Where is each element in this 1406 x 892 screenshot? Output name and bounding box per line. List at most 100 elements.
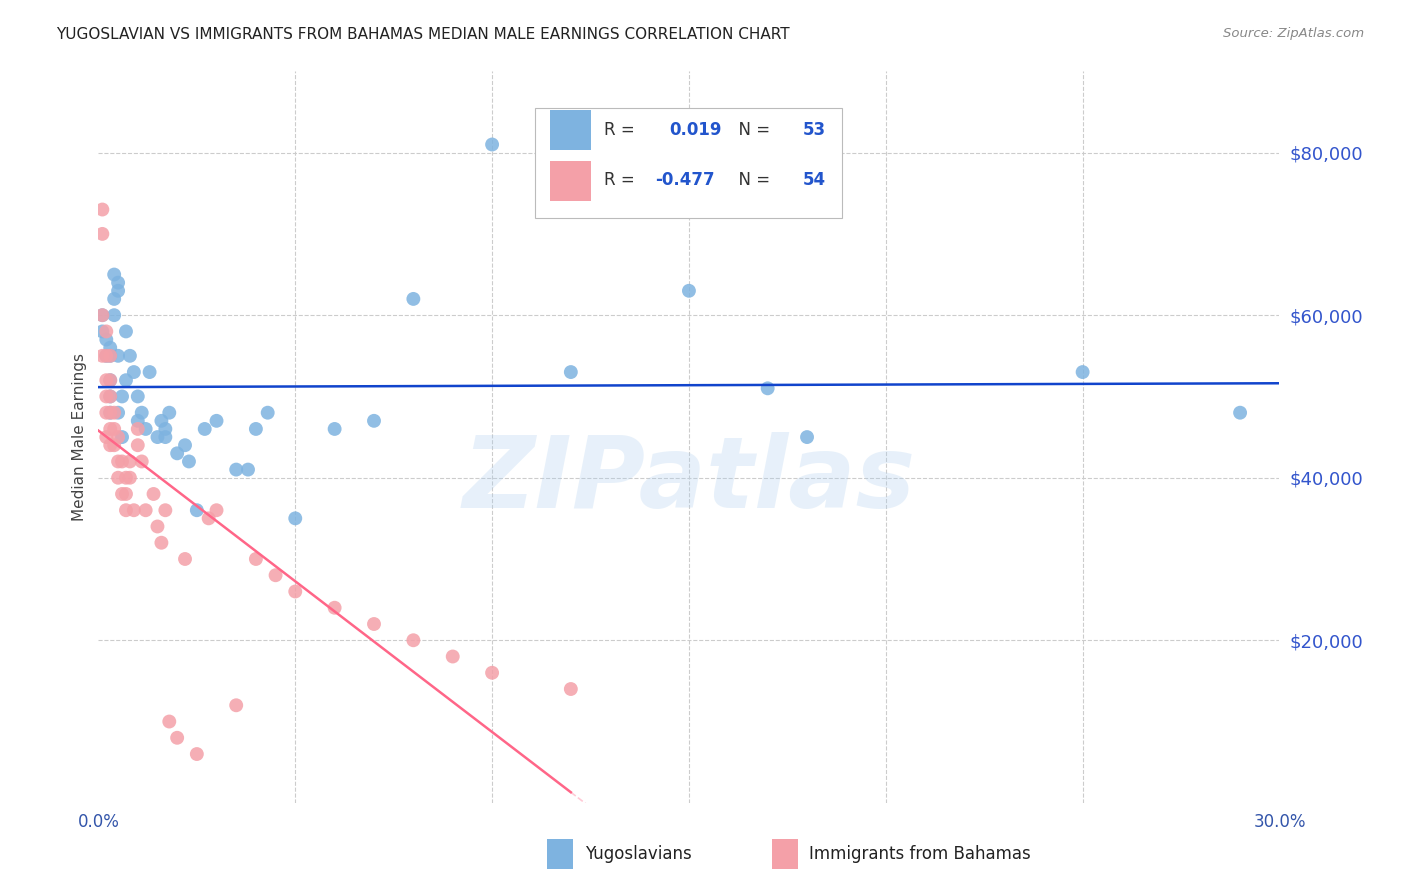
Bar bbox=[547, 839, 574, 869]
Point bbox=[98, 389, 121, 403]
Point bbox=[98, 422, 121, 436]
Text: ZIPatlas: ZIPatlas bbox=[463, 433, 915, 530]
Text: 53: 53 bbox=[803, 121, 825, 139]
Point bbox=[111, 430, 134, 444]
Point bbox=[146, 519, 169, 533]
Point bbox=[91, 202, 114, 217]
Point bbox=[118, 454, 141, 468]
Point bbox=[103, 438, 125, 452]
Point bbox=[103, 422, 125, 436]
Point bbox=[91, 325, 114, 339]
Point bbox=[122, 365, 145, 379]
Point bbox=[166, 731, 188, 745]
Point bbox=[481, 137, 503, 152]
Y-axis label: Median Male Earnings: Median Male Earnings bbox=[72, 353, 87, 521]
Point bbox=[363, 414, 385, 428]
Point bbox=[146, 430, 169, 444]
Point bbox=[127, 414, 149, 428]
Point bbox=[96, 373, 118, 387]
Point bbox=[225, 462, 247, 476]
Point bbox=[115, 471, 138, 485]
Point bbox=[236, 462, 259, 476]
Point bbox=[177, 454, 200, 468]
Point bbox=[98, 406, 121, 420]
Text: 0.019: 0.019 bbox=[669, 121, 721, 139]
Point bbox=[98, 341, 121, 355]
Point bbox=[115, 503, 138, 517]
Text: Immigrants from Bahamas: Immigrants from Bahamas bbox=[810, 845, 1031, 863]
Point bbox=[107, 454, 129, 468]
Point bbox=[98, 349, 121, 363]
Point bbox=[96, 430, 118, 444]
Point bbox=[225, 698, 247, 713]
Point bbox=[256, 406, 278, 420]
Bar bbox=[772, 839, 797, 869]
Point bbox=[1071, 365, 1094, 379]
Point bbox=[96, 389, 118, 403]
Point bbox=[197, 511, 219, 525]
Point bbox=[96, 349, 118, 363]
Point bbox=[157, 406, 180, 420]
Point bbox=[157, 714, 180, 729]
Point bbox=[91, 308, 114, 322]
Point bbox=[402, 633, 425, 648]
Point bbox=[91, 349, 114, 363]
Point bbox=[127, 422, 149, 436]
Point bbox=[796, 430, 818, 444]
Point bbox=[98, 349, 121, 363]
Point bbox=[142, 487, 165, 501]
Point bbox=[96, 333, 118, 347]
Text: N =: N = bbox=[728, 121, 775, 139]
Point bbox=[194, 422, 217, 436]
Point bbox=[441, 649, 464, 664]
Point bbox=[155, 430, 177, 444]
Point bbox=[264, 568, 287, 582]
Point bbox=[115, 487, 138, 501]
Bar bbox=[536, 108, 842, 218]
Point bbox=[678, 284, 700, 298]
Point bbox=[174, 438, 197, 452]
Bar bbox=[550, 110, 591, 151]
Point bbox=[135, 422, 157, 436]
Text: R =: R = bbox=[605, 171, 640, 189]
Point bbox=[111, 389, 134, 403]
Point bbox=[103, 268, 125, 282]
Point bbox=[155, 422, 177, 436]
Point bbox=[131, 406, 153, 420]
Point bbox=[107, 276, 129, 290]
Point bbox=[103, 292, 125, 306]
Point bbox=[245, 422, 267, 436]
Point bbox=[118, 349, 141, 363]
Point bbox=[323, 600, 346, 615]
Point bbox=[284, 511, 307, 525]
Point bbox=[107, 349, 129, 363]
Point bbox=[115, 325, 138, 339]
Point bbox=[111, 487, 134, 501]
Point bbox=[127, 438, 149, 452]
Point bbox=[205, 503, 228, 517]
Point bbox=[115, 373, 138, 387]
Point bbox=[98, 373, 121, 387]
Point bbox=[1229, 406, 1251, 420]
Point bbox=[155, 503, 177, 517]
Point bbox=[103, 406, 125, 420]
Point bbox=[107, 284, 129, 298]
Point bbox=[245, 552, 267, 566]
Point bbox=[205, 414, 228, 428]
Point bbox=[186, 503, 208, 517]
Point bbox=[111, 454, 134, 468]
Point bbox=[96, 406, 118, 420]
Point bbox=[118, 471, 141, 485]
Point bbox=[96, 349, 118, 363]
Text: Yugoslavians: Yugoslavians bbox=[585, 845, 692, 863]
Point bbox=[135, 503, 157, 517]
Point bbox=[98, 389, 121, 403]
Point bbox=[150, 535, 173, 549]
Point bbox=[402, 292, 425, 306]
Point bbox=[186, 747, 208, 761]
Point bbox=[107, 406, 129, 420]
Point bbox=[166, 446, 188, 460]
Point bbox=[150, 414, 173, 428]
Bar bbox=[550, 161, 591, 201]
Point bbox=[363, 617, 385, 632]
